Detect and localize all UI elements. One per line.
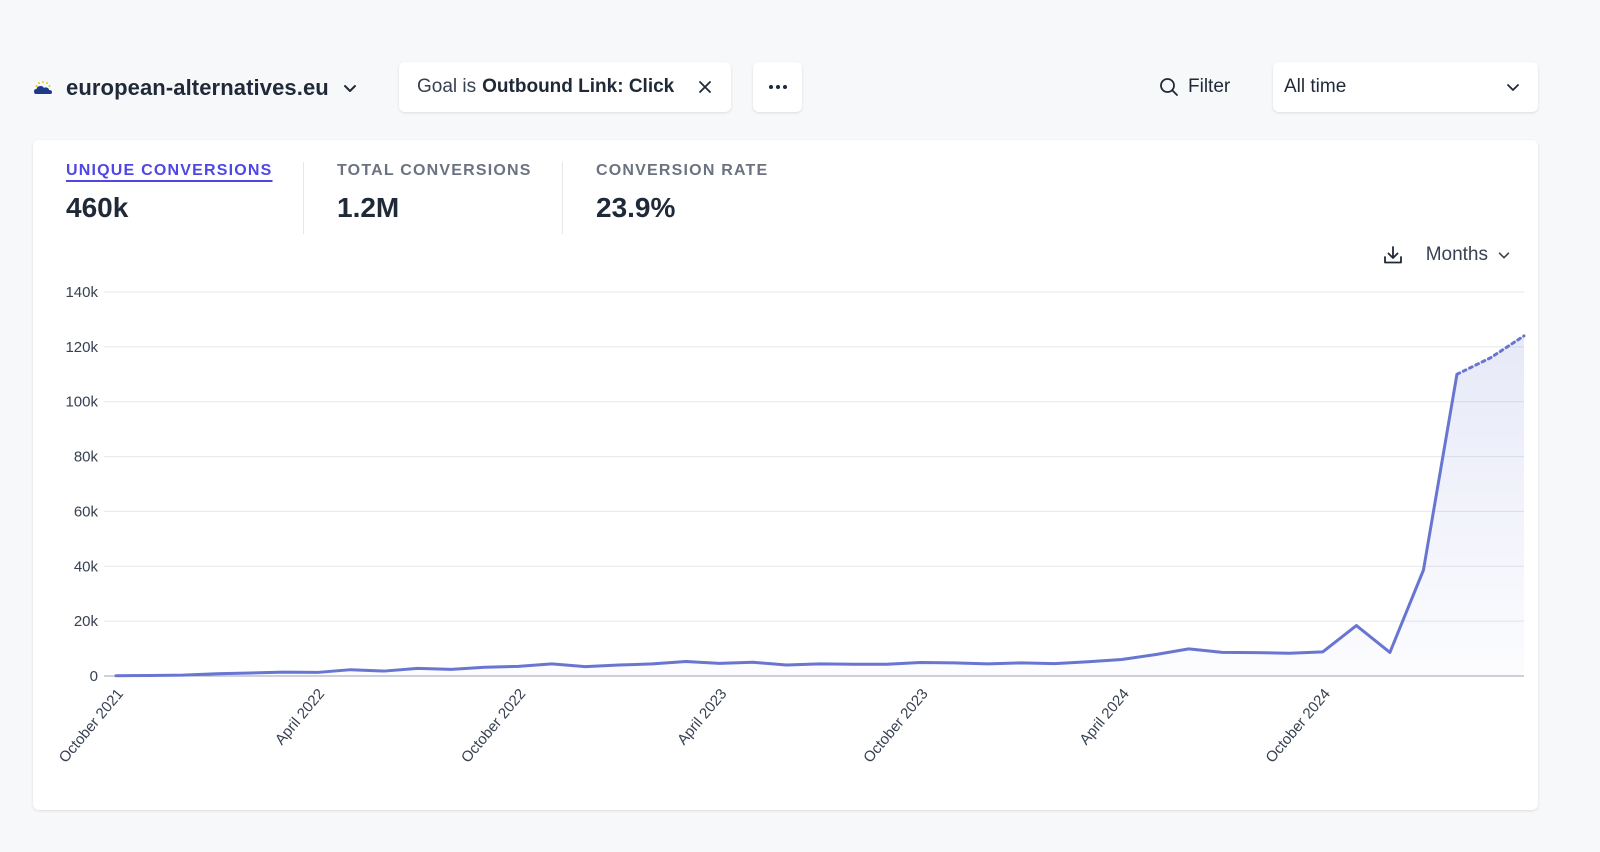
chart-tools: Months bbox=[1382, 244, 1512, 266]
interval-picker[interactable]: Months bbox=[1426, 244, 1512, 266]
site-favicon-icon bbox=[34, 81, 52, 94]
search-icon bbox=[1160, 78, 1178, 96]
period-label: All time bbox=[1284, 76, 1347, 97]
metric-label: TOTAL CONVERSIONS bbox=[337, 162, 532, 179]
close-icon[interactable] bbox=[697, 79, 713, 95]
chevron-down-icon bbox=[1507, 84, 1519, 91]
metric-value: 1.2M bbox=[337, 192, 400, 223]
metric-conversion-rate[interactable]: CONVERSION RATE 23.9% bbox=[596, 162, 768, 224]
goal-filter-value: Outbound Link: Click bbox=[482, 76, 675, 97]
goal-filter-prefix: Goal is bbox=[417, 76, 477, 97]
metric-divider bbox=[562, 162, 563, 234]
metric-unique-conversions[interactable]: UNIQUE CONVERSIONS 460k bbox=[66, 162, 273, 224]
period-select[interactable]: All time bbox=[1273, 62, 1538, 112]
more-options-button[interactable] bbox=[753, 62, 802, 112]
download-icon[interactable] bbox=[1382, 244, 1404, 266]
metric-value: 460k bbox=[66, 192, 129, 223]
ellipsis-icon bbox=[768, 85, 787, 89]
chevron-down-icon bbox=[1498, 252, 1510, 259]
goal-filter-pill[interactable]: Goal is Outbound Link: Click bbox=[399, 62, 731, 112]
top-bar: european-alternatives.eu Goal is Outboun… bbox=[0, 0, 1600, 130]
chevron-down-icon bbox=[343, 85, 356, 92]
metric-divider bbox=[303, 162, 304, 234]
metric-label: CONVERSION RATE bbox=[596, 162, 769, 179]
metric-total-conversions[interactable]: TOTAL CONVERSIONS 1.2M bbox=[337, 162, 532, 224]
filter-label: Filter bbox=[1188, 76, 1231, 97]
filter-button[interactable]: Filter bbox=[1158, 70, 1230, 104]
metric-label: UNIQUE CONVERSIONS bbox=[66, 162, 273, 179]
interval-label: Months bbox=[1425, 244, 1488, 265]
graph-card: UNIQUE CONVERSIONS 460k TOTAL CONVERSION… bbox=[33, 140, 1538, 810]
site-name: european-alternatives.eu bbox=[66, 75, 329, 100]
metric-value: 23.9% bbox=[596, 192, 676, 223]
site-switcher[interactable]: european-alternatives.eu bbox=[32, 70, 359, 106]
